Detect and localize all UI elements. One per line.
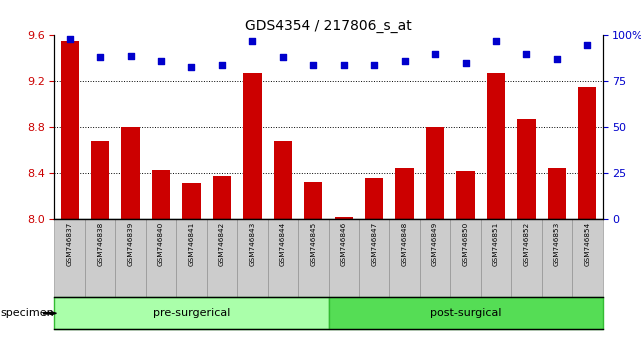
Text: GSM746846: GSM746846 [341, 221, 347, 266]
Text: GSM746850: GSM746850 [463, 221, 469, 266]
Title: GDS4354 / 217806_s_at: GDS4354 / 217806_s_at [245, 19, 412, 33]
Text: GSM746840: GSM746840 [158, 221, 164, 266]
Bar [274, 141, 292, 354]
Point [217, 62, 227, 68]
Bar [547, 168, 566, 354]
Text: GSM746843: GSM746843 [249, 221, 255, 266]
Point [126, 53, 136, 58]
Text: GSM746838: GSM746838 [97, 221, 103, 266]
Text: GSM746853: GSM746853 [554, 221, 560, 266]
Point [430, 51, 440, 57]
Point [460, 60, 470, 66]
Bar [335, 217, 353, 354]
Point [338, 62, 349, 68]
Text: GSM746845: GSM746845 [310, 221, 316, 266]
Point [65, 36, 75, 42]
Bar [243, 73, 262, 354]
Text: GSM746844: GSM746844 [280, 221, 286, 266]
Bar [304, 182, 322, 354]
Point [156, 58, 166, 64]
Point [582, 42, 592, 47]
Text: GSM746854: GSM746854 [585, 221, 590, 266]
Point [399, 58, 410, 64]
Point [552, 57, 562, 62]
Text: GSM746849: GSM746849 [432, 221, 438, 266]
Bar [152, 170, 171, 354]
Bar [213, 176, 231, 354]
Bar [182, 183, 201, 354]
Text: pre-surgerical: pre-surgerical [153, 308, 230, 318]
Point [521, 51, 531, 57]
Point [491, 38, 501, 44]
Point [95, 55, 105, 60]
Bar [122, 127, 140, 354]
Bar [487, 73, 505, 354]
Point [308, 62, 319, 68]
Bar [426, 127, 444, 354]
Text: GSM746852: GSM746852 [524, 221, 529, 266]
Bar [517, 119, 535, 354]
Text: post-surgical: post-surgical [429, 308, 501, 318]
Text: GSM746841: GSM746841 [188, 221, 194, 266]
Bar [91, 141, 109, 354]
Text: GSM746842: GSM746842 [219, 221, 225, 266]
Text: GSM746851: GSM746851 [493, 221, 499, 266]
Text: GSM746847: GSM746847 [371, 221, 377, 266]
Text: GSM746839: GSM746839 [128, 221, 133, 266]
Point [187, 64, 197, 69]
Bar [395, 168, 413, 354]
Point [247, 38, 258, 44]
Bar [365, 178, 383, 354]
Bar [578, 87, 596, 354]
Point [278, 55, 288, 60]
Bar [456, 171, 474, 354]
Text: GSM746848: GSM746848 [402, 221, 408, 266]
Bar [61, 41, 79, 354]
Text: GSM746837: GSM746837 [67, 221, 72, 266]
Point [369, 62, 379, 68]
Text: specimen: specimen [1, 308, 54, 318]
